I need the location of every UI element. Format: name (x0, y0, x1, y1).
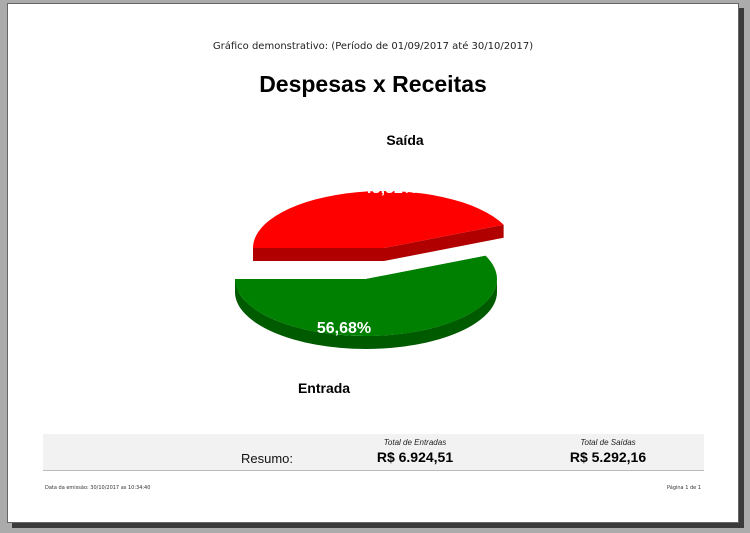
summary-label: Resumo: (241, 451, 294, 466)
emission-date: Data da emissão: 30/10/2017 as 10:34:40 (45, 485, 151, 491)
entradas-value: R$ 6.924,51 (376, 449, 454, 465)
slice-label-0: Saída (386, 132, 424, 148)
pie-chart: Saída 43,32% Entrada 56,68% (235, 132, 504, 396)
report-page: Gráfico demonstrativo: (Período de 01/09… (7, 3, 739, 523)
pie-slice-1 (235, 255, 498, 336)
report-subtitle: Gráfico demonstrativo: (Período de 01/09… (212, 41, 534, 52)
pie-slice-side-0 (253, 224, 504, 261)
saidas-caption: Total de Saídas (580, 438, 636, 447)
entradas-caption: Total de Entradas (383, 438, 447, 447)
report-title: Despesas x Receitas (259, 71, 487, 97)
pie-slice-0 (253, 191, 504, 248)
summary-band: Resumo: Total de Entradas R$ 6.924,51 To… (43, 434, 704, 471)
slice-percent-1: 56,68% (317, 320, 371, 337)
saidas-value: R$ 5.292,16 (569, 449, 647, 465)
slice-percent-0: 43,32% (363, 180, 417, 197)
page-number: Página 1 de 1 (666, 485, 701, 491)
slice-label-1: Entrada (298, 380, 350, 396)
